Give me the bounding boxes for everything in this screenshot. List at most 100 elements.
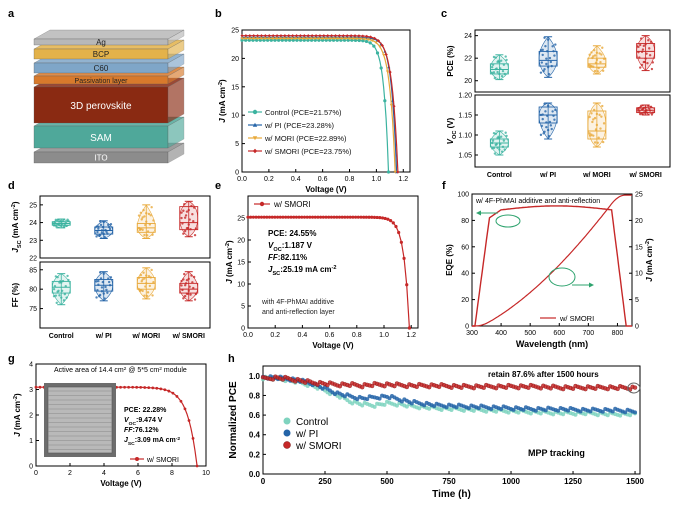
y-tick-label: 60 xyxy=(461,244,469,251)
data-point xyxy=(105,230,108,234)
data-point xyxy=(183,407,187,411)
y-tick-label: 0 xyxy=(29,464,33,471)
category-label: w/ PI xyxy=(95,333,112,340)
data-point xyxy=(139,273,143,277)
data-point xyxy=(404,404,409,409)
data-point xyxy=(364,215,368,219)
data-point xyxy=(345,34,349,38)
data-point xyxy=(541,53,544,57)
label-part: J xyxy=(13,432,22,437)
x-axis-label: Voltage (V) xyxy=(100,479,142,488)
data-point xyxy=(290,37,294,41)
data-point xyxy=(566,408,571,413)
data-point xyxy=(436,384,442,390)
data-point xyxy=(313,37,317,41)
data-point xyxy=(95,296,98,299)
data-point xyxy=(637,107,640,110)
data-point xyxy=(476,406,481,411)
data-point xyxy=(60,289,64,292)
data-point xyxy=(353,38,358,42)
data-point xyxy=(551,45,554,48)
data-point xyxy=(355,37,359,41)
data-point xyxy=(185,292,189,295)
y-tick-label: 5 xyxy=(241,304,245,311)
data-point xyxy=(313,215,317,219)
data-point xyxy=(651,111,655,114)
data-point xyxy=(330,34,334,38)
layer-side-face xyxy=(167,66,185,85)
data-point xyxy=(601,69,605,73)
label-part: SC xyxy=(17,240,23,248)
label-part: (mA cm xyxy=(11,209,20,240)
y-axis-label: PCE (%) xyxy=(446,45,455,76)
data-point xyxy=(351,37,355,41)
data-point xyxy=(545,125,548,129)
data-point xyxy=(62,225,66,228)
data-point xyxy=(546,38,550,41)
x-tick-label: 1250 xyxy=(564,477,582,486)
data-point xyxy=(52,294,56,298)
label-part: -2 xyxy=(176,436,181,442)
box-w-mori xyxy=(136,204,156,240)
x-tick-label: 6 xyxy=(136,470,140,477)
data-point xyxy=(590,112,593,115)
legend-marker xyxy=(283,441,291,449)
param-label: FF:82.11% xyxy=(268,253,307,262)
data-point xyxy=(503,385,509,390)
y-tick-label: 0.8 xyxy=(249,391,261,400)
data-point xyxy=(332,37,336,41)
category-label: w/ PI xyxy=(539,172,556,179)
data-point xyxy=(187,208,190,212)
data-point xyxy=(369,35,373,39)
label-part: J xyxy=(645,277,654,282)
data-point xyxy=(292,215,296,219)
data-point xyxy=(615,386,620,392)
layer-side-face xyxy=(167,29,185,46)
box-rect xyxy=(587,110,607,140)
data-point xyxy=(409,401,414,406)
data-point xyxy=(298,34,303,38)
data-point xyxy=(63,223,67,227)
data-point xyxy=(375,215,379,220)
data-point xyxy=(244,38,248,42)
data-point xyxy=(185,210,189,213)
data-point xyxy=(105,288,108,291)
data-point xyxy=(149,214,152,217)
y-tick-label-right: 0 xyxy=(635,324,639,331)
data-point xyxy=(102,272,105,276)
data-point xyxy=(337,34,342,38)
y-axis-label: J (mA cm-2) xyxy=(218,79,227,123)
x-axis-label: Voltage (V) xyxy=(312,341,354,350)
data-point xyxy=(357,38,361,43)
data-point xyxy=(143,277,146,280)
data-point xyxy=(495,67,498,70)
data-point xyxy=(305,37,309,41)
data-point xyxy=(195,464,199,468)
data-point xyxy=(605,413,610,418)
layer-label: 3D perovskite xyxy=(70,101,132,112)
data-point xyxy=(187,289,190,293)
data-point xyxy=(594,128,598,131)
param-label: JSC:25.19 mA cm-2 xyxy=(268,265,337,277)
data-point xyxy=(251,37,256,41)
data-point xyxy=(147,386,151,390)
layer-sam: SAM xyxy=(33,116,185,149)
data-point xyxy=(379,66,383,70)
data-point xyxy=(640,63,644,67)
y-tick-label: 10 xyxy=(231,113,239,120)
data-point xyxy=(192,286,195,290)
data-point xyxy=(189,293,192,296)
data-point xyxy=(184,214,188,217)
x-tick-label: 400 xyxy=(495,330,507,337)
data-point xyxy=(543,102,546,106)
data-point xyxy=(294,37,298,41)
data-point xyxy=(350,38,354,42)
data-point xyxy=(649,105,653,108)
data-point xyxy=(183,294,187,298)
data-point xyxy=(374,41,378,45)
label-part: :3.09 mA cm xyxy=(135,437,176,444)
data-point xyxy=(306,34,310,38)
data-point xyxy=(493,76,497,80)
highlight-ellipse xyxy=(627,382,641,394)
panel-f: f 300 400 500 600 700 800 0 20 40 60 80 100 0 5 10 15 20 2… xyxy=(442,180,654,349)
